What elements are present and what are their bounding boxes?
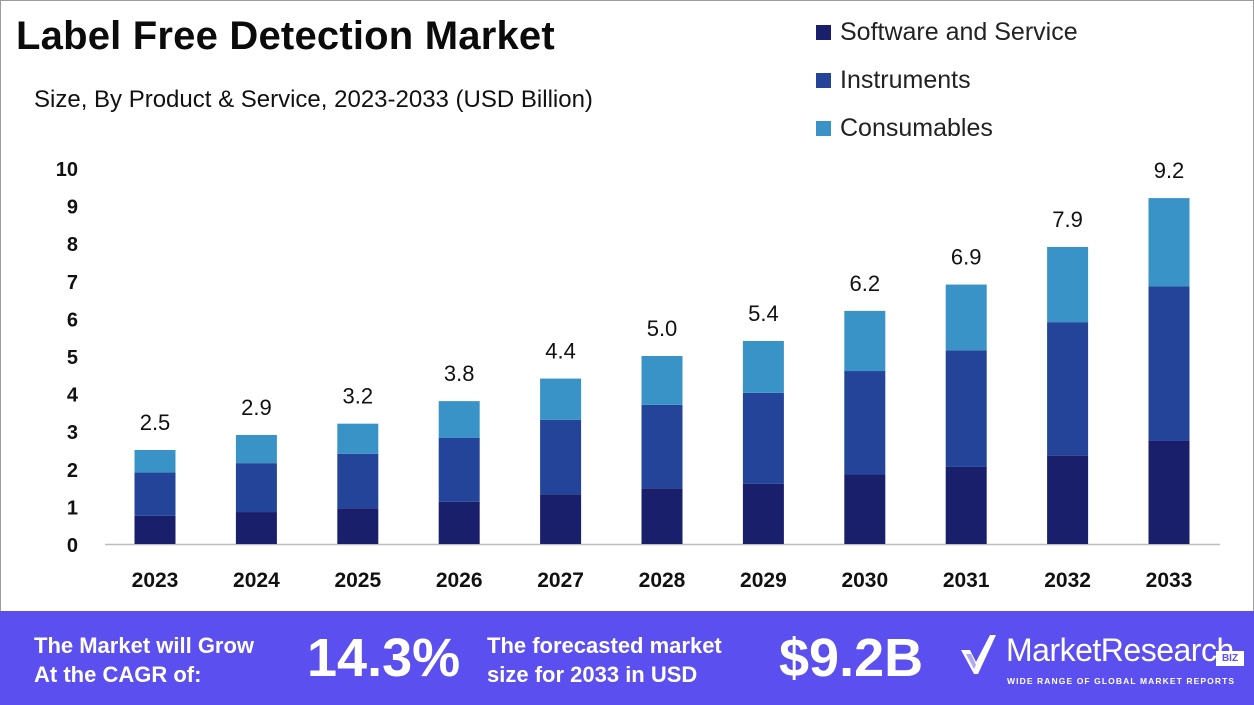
y-tick-label: 5: [67, 347, 78, 369]
bar-segment-instruments: [540, 419, 582, 495]
y-tick-label: 7: [67, 272, 78, 294]
forecast-label-line2: size for 2033 in USD: [487, 662, 698, 687]
bar-segment-software-and-service: [540, 494, 582, 544]
y-tick-label: 4: [67, 385, 79, 407]
forecast-label-line1: The forecasted market: [487, 633, 722, 658]
legend-label-instruments: Instruments: [840, 65, 971, 94]
total-value-label: 5.4: [748, 301, 779, 326]
logo-tagline: WIDE RANGE OF GLOBAL MARKET REPORTS: [1007, 676, 1236, 686]
chart-title: Label Free Detection Market: [16, 14, 555, 58]
x-tick-label: 2030: [841, 569, 888, 592]
y-tick-label: 2: [67, 460, 78, 482]
cagr-label-line1: The Market will Grow: [34, 633, 255, 658]
logo-badge: BIZ: [1216, 651, 1244, 666]
bar-segment-consumables: [945, 284, 987, 351]
bar-segment-software-and-service: [438, 501, 480, 544]
total-value-label: 7.9: [1052, 207, 1083, 232]
checkmark-logo-icon: [961, 635, 996, 674]
total-value-label: 3.2: [343, 384, 374, 409]
bar-segment-consumables: [235, 434, 277, 464]
x-tick-label: 2027: [537, 569, 584, 592]
bar-segment-consumables: [134, 450, 176, 473]
y-tick-label: 8: [67, 234, 78, 256]
bar-segment-instruments: [235, 463, 277, 513]
bar-segment-instruments: [438, 437, 480, 502]
cagr-label-line2: At the CAGR of:: [34, 662, 202, 687]
total-value-label: 5.0: [647, 316, 678, 341]
logo-name: MarketResearch: [1006, 632, 1234, 668]
y-tick-label: 6: [67, 309, 78, 331]
bar-segment-instruments: [844, 371, 886, 475]
legend-swatch-software-and-service: [816, 24, 831, 40]
total-value-label: 6.9: [951, 245, 982, 270]
x-tick-label: 2024: [233, 569, 280, 592]
x-tick-label: 2025: [334, 569, 381, 592]
y-tick-label: 0: [67, 535, 78, 557]
cagr-label: The Market will Grow At the CAGR of:: [34, 631, 254, 689]
legend: Software and Service Instruments Consuma…: [816, 8, 1078, 152]
legend-label-consumables: Consumables: [840, 113, 993, 142]
bar-segment-instruments: [1047, 322, 1089, 456]
legend-swatch-instruments: [816, 72, 831, 88]
x-tick-label: 2028: [639, 569, 686, 592]
bar-segment-instruments: [1148, 286, 1190, 441]
bar-chart: 0 1 2 3 4 5 6 7 8 9 10 2.5 2023 2.9 2024 3.2 2025 3.8 2026…: [56, 158, 1220, 592]
x-tick-label: 2029: [740, 569, 787, 592]
x-tick-label: 2031: [943, 569, 990, 592]
bar-segment-consumables: [844, 310, 886, 372]
bar-segment-software-and-service: [1148, 440, 1190, 544]
bar-segment-consumables: [337, 423, 379, 454]
bar-segment-instruments: [945, 350, 987, 467]
y-tick-label: 10: [56, 159, 78, 181]
y-tick-label: 9: [67, 197, 78, 219]
legend-swatch-consumables: [816, 120, 831, 136]
legend-item-consumables: Consumables: [816, 104, 1078, 152]
total-value-label: 2.5: [140, 410, 171, 435]
x-tick-label: 2032: [1044, 569, 1091, 592]
y-tick-label: 3: [67, 422, 78, 444]
bar-segment-consumables: [1047, 246, 1089, 323]
legend-item-software-and-service: Software and Service: [816, 8, 1078, 56]
forecast-value: $9.2B: [779, 628, 924, 688]
bar-segment-consumables: [742, 340, 784, 393]
bar-segment-instruments: [134, 472, 176, 516]
cagr-value: 14.3%: [307, 628, 461, 688]
y-tick-label: 1: [67, 497, 78, 519]
bar-segment-instruments: [742, 392, 784, 484]
legend-label-software-and-service: Software and Service: [840, 17, 1078, 46]
bar-segment-consumables: [641, 356, 683, 405]
total-value-label: 6.2: [850, 271, 881, 296]
bar-segment-software-and-service: [134, 515, 176, 544]
bar-segment-software-and-service: [1047, 455, 1089, 544]
bar-segment-consumables: [438, 401, 480, 438]
bar-segment-consumables: [540, 378, 582, 420]
bar-segment-software-and-service: [641, 488, 683, 544]
x-tick-label: 2023: [132, 569, 179, 592]
x-tick-label: 2033: [1146, 569, 1193, 592]
bar-segment-software-and-service: [742, 483, 784, 544]
total-value-label: 4.4: [545, 339, 576, 364]
bar-segment-instruments: [641, 404, 683, 489]
chart-subtitle: Size, By Product & Service, 2023-2033 (U…: [34, 86, 593, 113]
total-value-label: 9.2: [1154, 158, 1185, 183]
bar-segment-consumables: [1148, 198, 1190, 287]
total-value-label: 2.9: [241, 395, 272, 420]
bar-segment-instruments: [337, 453, 379, 509]
bar-segment-software-and-service: [337, 508, 379, 544]
total-value-label: 3.8: [444, 361, 475, 386]
legend-item-instruments: Instruments: [816, 56, 1078, 104]
footer-banner: [0, 611, 1254, 705]
forecast-label: The forecasted market size for 2033 in U…: [487, 631, 722, 689]
x-tick-label: 2026: [436, 569, 483, 592]
bar-segment-software-and-service: [945, 466, 987, 544]
bar-segment-software-and-service: [235, 512, 277, 544]
bar-segment-software-and-service: [844, 474, 886, 544]
